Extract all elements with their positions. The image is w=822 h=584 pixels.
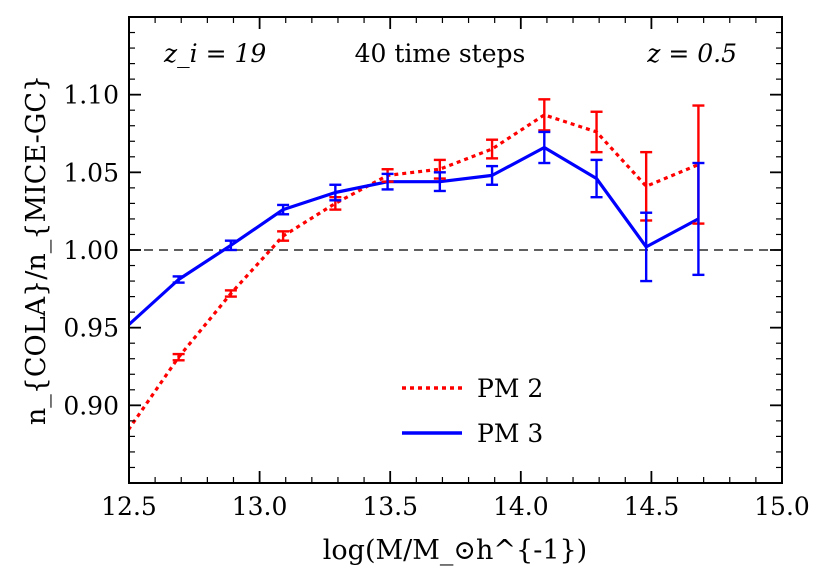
y-tick-label: 0.90 — [63, 391, 119, 420]
error-bar-pm2 — [590, 110, 603, 154]
error-bar-pm3 — [538, 130, 551, 165]
x-tick-label: 15.0 — [754, 492, 810, 521]
x-tick-label: 14.5 — [624, 492, 680, 521]
x-tick-label: 12.5 — [101, 492, 157, 521]
error-bar-pm3 — [277, 203, 290, 216]
error-bar-pm3 — [486, 164, 499, 186]
annotation-time-steps: 40 time steps — [355, 39, 526, 68]
error-bar-pm3 — [433, 171, 446, 193]
y-tick-label: 1.00 — [63, 236, 119, 265]
error-bar-pm2 — [486, 138, 499, 160]
annotation-redshift-initial: z_i = 19 — [163, 39, 266, 68]
error-bar-pm3 — [590, 158, 603, 199]
error-bar-pm2 — [172, 352, 185, 362]
legend-label-pm3: PM 3 — [477, 419, 543, 448]
error-bar-pm3 — [224, 239, 237, 252]
error-bar-pm3 — [692, 161, 705, 277]
error-bar-pm3 — [640, 211, 653, 283]
y-tick-label: 0.95 — [63, 314, 119, 343]
error-bar-pm2 — [538, 98, 551, 132]
series-line-pm2 — [129, 113, 700, 432]
error-bar-pm3 — [172, 275, 185, 284]
annotation-redshift: z = 0.5 — [646, 39, 737, 68]
x-tick-label: 13.5 — [362, 492, 418, 521]
y-axis-label: n_{COLA}/n_{MICE-GC} — [21, 75, 52, 425]
y-tick-label: 1.05 — [63, 158, 119, 187]
x-axis-label: log(M/M_⊙h^{-1}) — [323, 535, 587, 566]
y-tick-label: 1.10 — [63, 81, 119, 110]
legend-label-pm2: PM 2 — [477, 374, 543, 403]
x-tick-label: 14.0 — [493, 492, 549, 521]
error-bar-pm2 — [224, 289, 237, 298]
error-bar-pm3 — [329, 183, 342, 202]
series-line-pm3 — [129, 145, 700, 327]
error-bar-pm3 — [381, 172, 394, 191]
x-tick-label: 13.0 — [232, 492, 288, 521]
error-bar-pm2 — [277, 230, 290, 242]
legend: PM 2 PM 3 — [402, 374, 543, 448]
plot-frame — [128, 16, 783, 484]
